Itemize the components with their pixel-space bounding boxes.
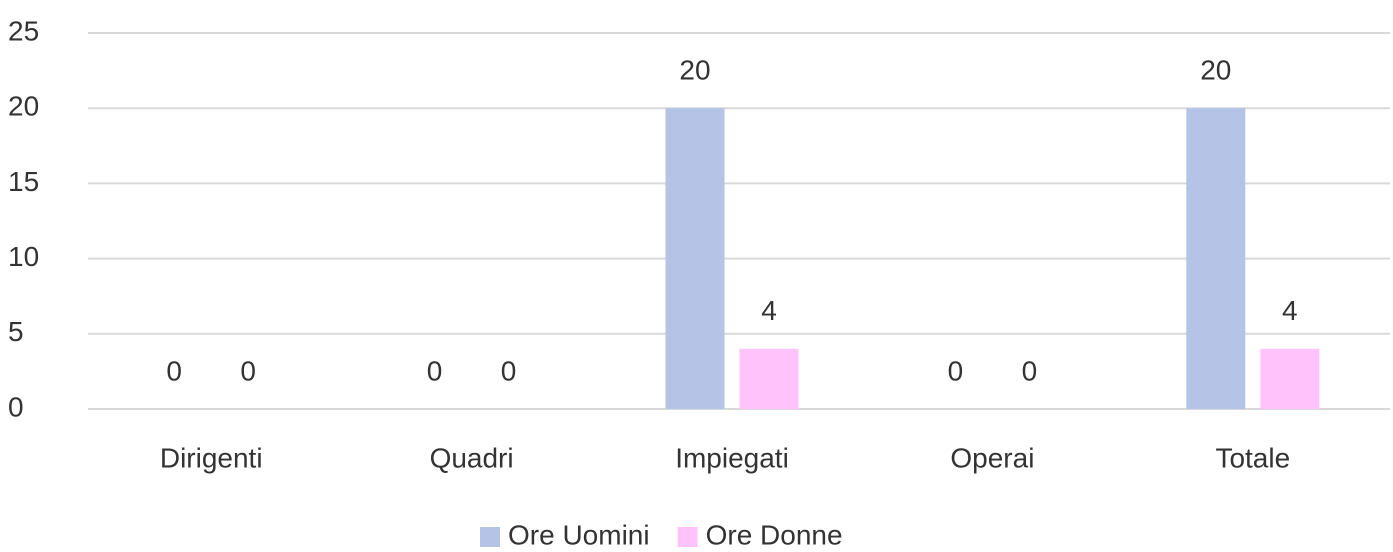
- data-label: 20: [1200, 55, 1231, 86]
- legend-label: Ore Donne: [706, 519, 843, 550]
- bar: [739, 348, 799, 409]
- bar: [665, 108, 725, 409]
- data-label: 0: [501, 355, 517, 386]
- data-label: 0: [240, 355, 256, 386]
- bar: [1260, 348, 1320, 409]
- y-tick-label: 25: [8, 15, 39, 46]
- x-tick-label: Impiegati: [675, 442, 789, 473]
- data-label: 4: [761, 295, 777, 326]
- legend-swatch: [480, 527, 500, 547]
- data-label: 20: [679, 55, 710, 86]
- y-tick-label: 10: [8, 241, 39, 272]
- data-label: 4: [1282, 295, 1298, 326]
- legend-swatch: [677, 527, 698, 547]
- data-label: 0: [1022, 355, 1038, 386]
- y-tick-label: 20: [8, 91, 39, 122]
- x-tick-label: Totale: [1215, 442, 1290, 473]
- y-tick-label: 5: [8, 316, 24, 347]
- x-tick-label: Dirigenti: [160, 442, 263, 473]
- y-tick-label: 0: [8, 391, 24, 422]
- bar: [1186, 108, 1246, 409]
- data-label: 0: [948, 355, 964, 386]
- data-label: 0: [166, 355, 182, 386]
- legend-label: Ore Uomini: [508, 519, 650, 550]
- data-label: 0: [427, 355, 443, 386]
- x-tick-label: Operai: [950, 442, 1034, 473]
- x-tick-label: Quadri: [430, 442, 514, 473]
- y-tick-label: 15: [8, 166, 39, 197]
